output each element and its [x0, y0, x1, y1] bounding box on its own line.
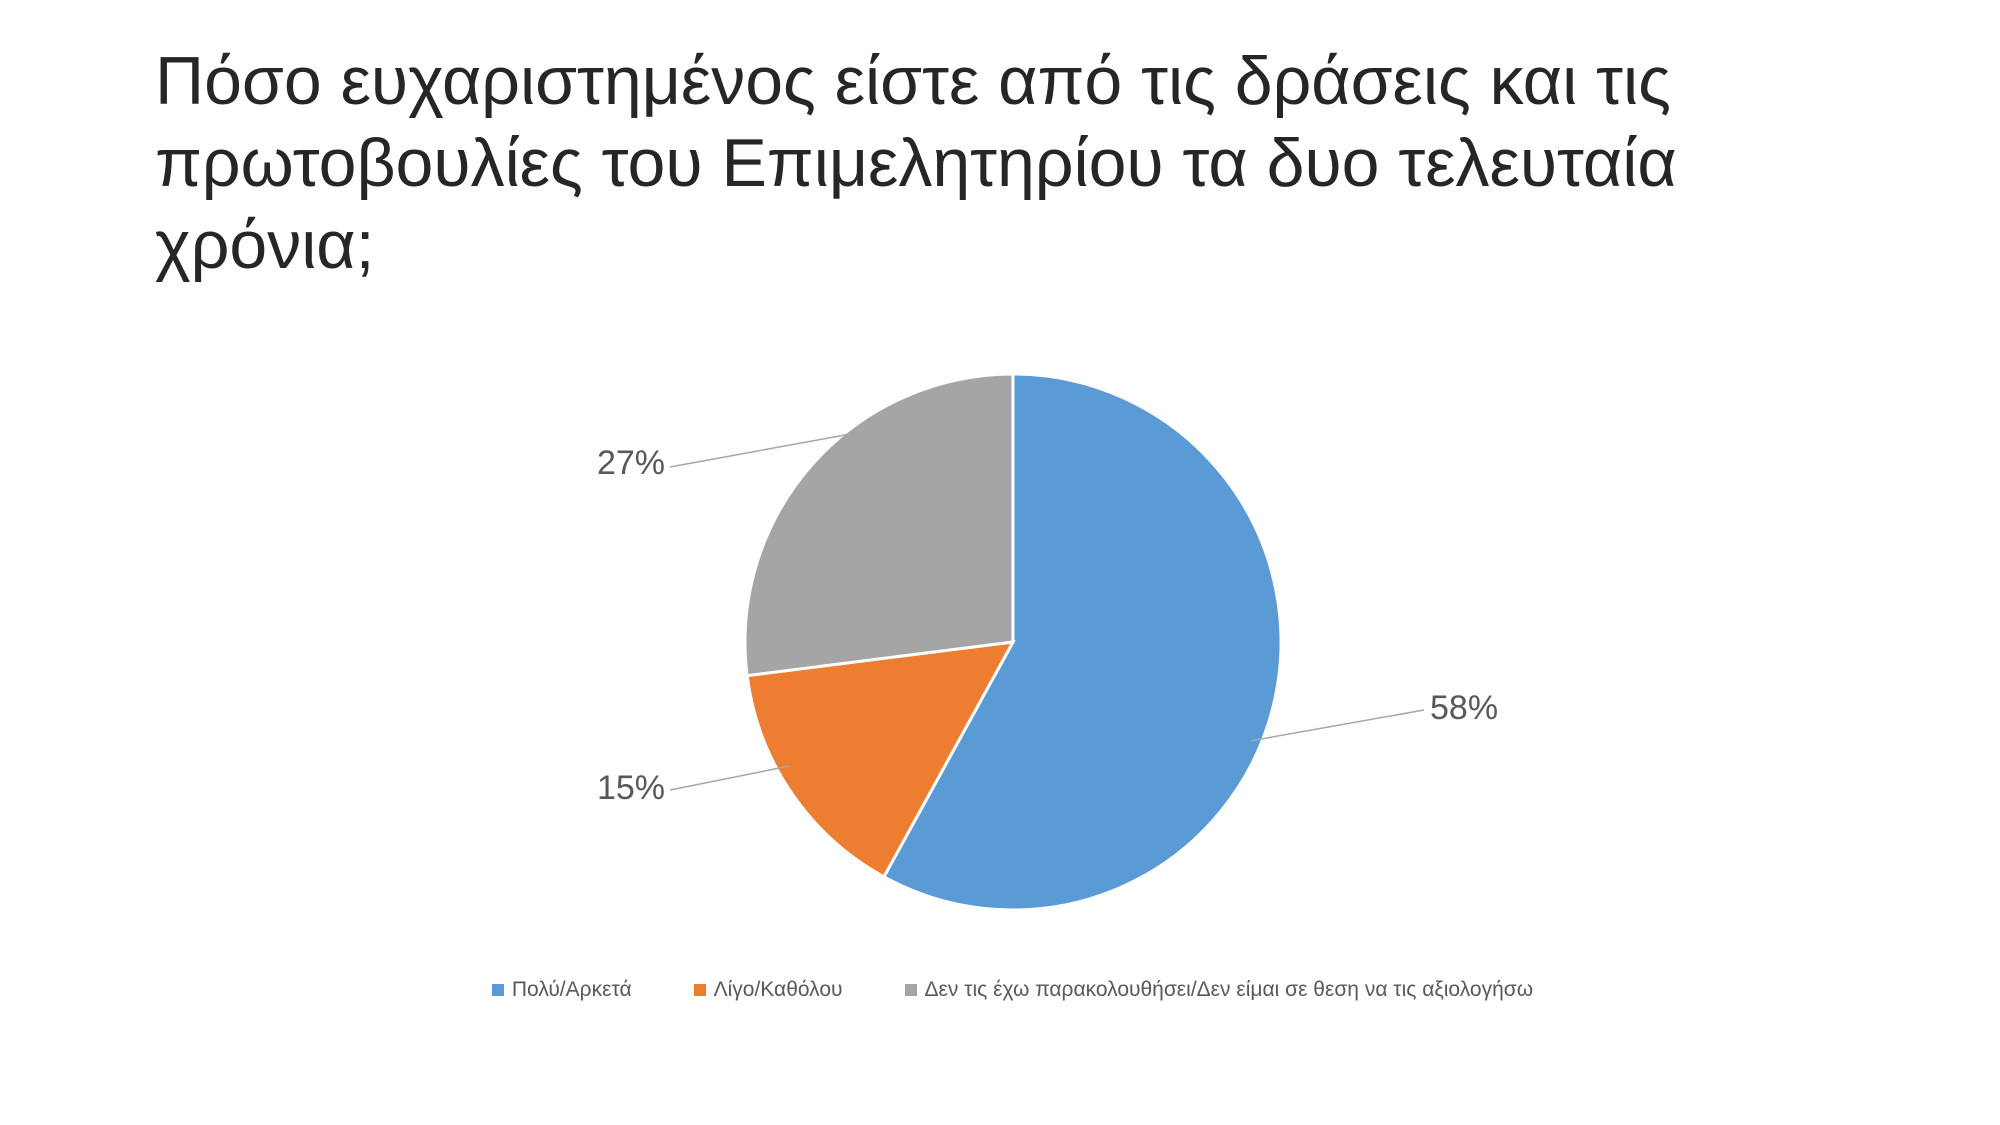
data-label-2: 15%: [597, 769, 665, 807]
legend-item-1: Πολύ/Αρκετά: [491, 978, 632, 1002]
legend-swatch-1: [491, 984, 504, 996]
pie-slices: [743, 372, 1283, 912]
data-label-1: 58%: [1430, 689, 1498, 727]
legend-label-3: Δεν τις έχω παρακολουθήσει/Δεν είμαι σε …: [924, 978, 1534, 1001]
data-label-3: 27%: [597, 444, 665, 482]
legend-label-1: Πολύ/Αρκετά: [511, 978, 632, 1001]
legend-swatch-3: [904, 984, 917, 996]
pie-slice-3: [743, 372, 1015, 678]
chart-legend: Πολύ/Αρκετά Λίγο/Καθόλου Δεν τις έχω παρακ…: [0, 978, 2000, 1002]
leader-line-3: [669, 433, 851, 468]
legend-label-2: Λίγο/Καθόλου: [713, 978, 843, 1001]
legend-item-3: Δεν τις έχω παρακολουθήσει/Δεν είμαι σε …: [904, 978, 1534, 1002]
leader-line-1: [1251, 709, 1425, 742]
leader-line-2: [669, 765, 790, 791]
pie-slice-2: [745, 640, 1016, 879]
slide-title: Πόσο ευχαριστημένος είστε από τις δράσει…: [155, 43, 1677, 283]
legend-item-2: Λίγο/Καθόλου: [693, 978, 843, 1002]
leader-lines: [669, 433, 1425, 791]
legend-swatch-2: [693, 984, 706, 996]
pie-slice-1: [881, 372, 1283, 912]
data-labels: 58% 15% 27%: [597, 444, 1498, 807]
